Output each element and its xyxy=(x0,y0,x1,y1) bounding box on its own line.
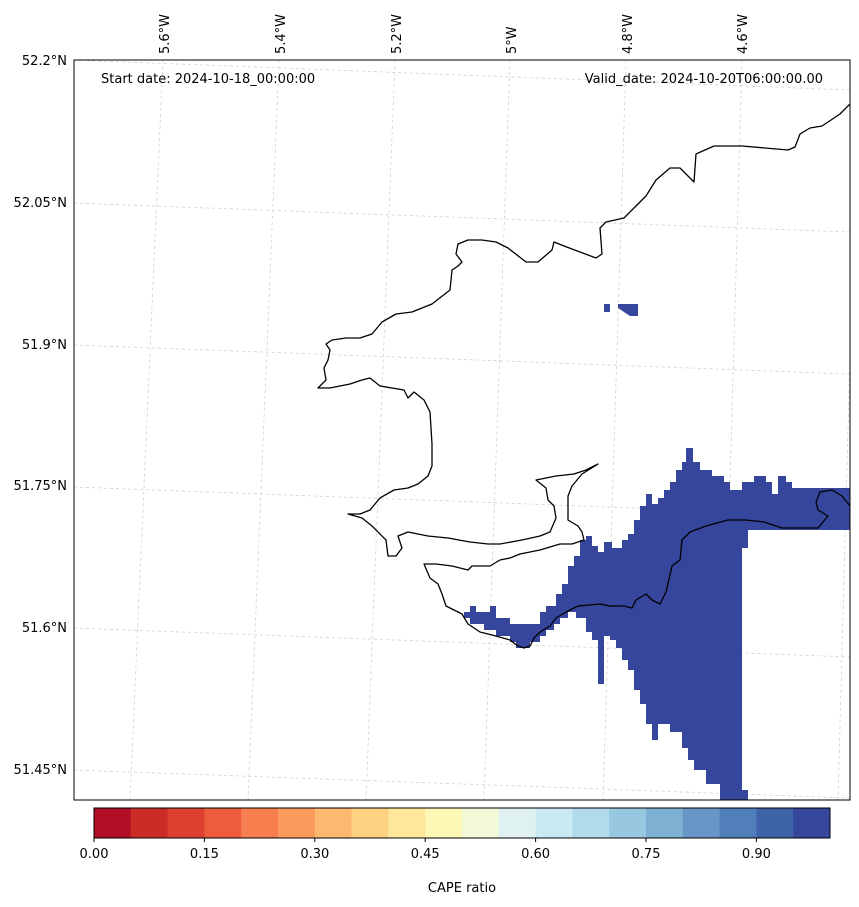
colorbar-swatch xyxy=(646,808,684,838)
colorbar-ticks: 0.00 0.15 0.30 0.45 0.60 0.75 0.90 xyxy=(80,838,771,862)
lon-tick-label: 4.6°W xyxy=(736,14,751,54)
colorbar-swatch xyxy=(94,808,132,838)
colorbar-swatch xyxy=(314,808,353,838)
colorbar-swatch xyxy=(241,808,279,838)
lon-tick-label: 4.8°W xyxy=(621,14,636,54)
colorbar-swatch xyxy=(535,808,573,838)
lon-tick-label: 5°W xyxy=(505,26,520,54)
cape-fill-region xyxy=(464,304,850,800)
colorbar-swatch xyxy=(425,808,463,838)
lat-tick-labels: 52.2°N 52.05°N 51.9°N 51.75°N 51.6°N 51.… xyxy=(14,54,67,778)
colorbar-swatch xyxy=(278,808,316,838)
lat-tick-label: 51.6°N xyxy=(22,621,67,636)
start-date-label: Start date: 2024-10-18_00:00:00 xyxy=(101,72,315,87)
colorbar-swatch xyxy=(462,808,500,838)
cape-fill-main xyxy=(464,448,850,800)
colorbar-swatch xyxy=(572,808,610,838)
lat-tick-label: 51.9°N xyxy=(22,338,67,353)
lat-tick-label: 51.75°N xyxy=(14,479,67,494)
colorbar-swatch xyxy=(719,808,757,838)
colorbar-swatch xyxy=(130,808,169,838)
colorbar-swatches xyxy=(94,808,831,838)
colorbar-tick-label: 0.60 xyxy=(521,847,550,862)
lat-tick-label: 51.45°N xyxy=(14,763,67,778)
lon-tick-label: 5.6°W xyxy=(158,14,173,54)
colorbar-tick-label: 0.15 xyxy=(190,847,219,862)
colorbar-swatch xyxy=(609,808,647,838)
lat-tick-label: 52.2°N xyxy=(22,54,67,69)
colorbar-tick-label: 0.90 xyxy=(742,847,771,862)
valid-date-label: Valid_date: 2024-10-20T06:00:00.00 xyxy=(585,72,823,87)
colorbar-tick-label: 0.45 xyxy=(411,847,440,862)
colorbar-tick-label: 0.00 xyxy=(80,847,109,862)
colorbar-swatch xyxy=(682,808,721,838)
coastline-north xyxy=(317,103,850,649)
colorbar-swatch xyxy=(756,808,794,838)
colorbar-swatch xyxy=(793,808,831,838)
colorbar-swatch xyxy=(351,808,389,838)
colorbar-swatch xyxy=(498,808,537,838)
colorbar: 0.00 0.15 0.30 0.45 0.60 0.75 0.90 CAPE ratio xyxy=(80,807,831,896)
colorbar-swatch xyxy=(388,808,426,838)
colorbar-tick-label: 0.30 xyxy=(300,847,329,862)
lon-tick-label: 5.4°W xyxy=(274,14,289,54)
map-panel: Start date: 2024-10-18_00:00:00 Valid_da… xyxy=(73,59,851,801)
colorbar-title: CAPE ratio xyxy=(428,881,496,896)
lon-tick-labels: 5.6°W 5.4°W 5.2°W 5°W 4.8°W 4.6°W xyxy=(158,14,751,54)
lat-tick-label: 52.05°N xyxy=(14,196,67,211)
lon-tick-label: 5.2°W xyxy=(390,14,405,54)
colorbar-swatch xyxy=(167,808,205,838)
coastline xyxy=(317,103,850,649)
colorbar-swatch xyxy=(204,808,242,838)
cape-fill-small-patch xyxy=(604,304,638,316)
colorbar-tick-label: 0.75 xyxy=(632,847,661,862)
